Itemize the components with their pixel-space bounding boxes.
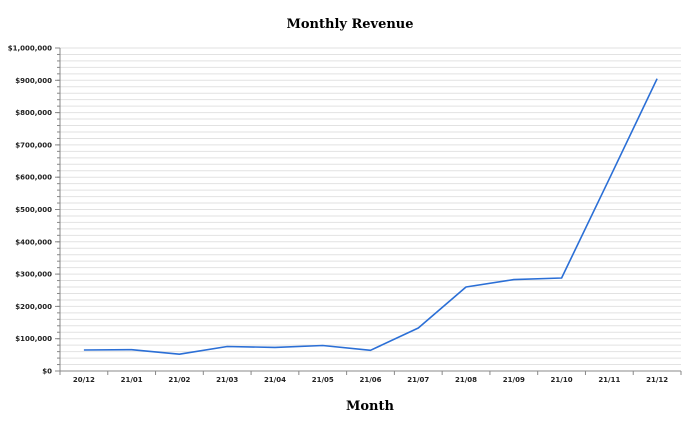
chart-title: Monthly Revenue — [286, 17, 413, 32]
x-tick-label: 20/12 — [73, 376, 95, 384]
grid-lines — [60, 47, 681, 372]
y-tick-label: $500,000 — [15, 206, 52, 214]
x-tick-label: 21/07 — [407, 376, 429, 384]
y-tick-label: $1,000,000 — [8, 45, 52, 53]
y-tick-label: $400,000 — [15, 238, 52, 246]
y-tick-label: $900,000 — [15, 77, 52, 85]
y-axis-ticks: $0 $100,000 $200,000 $300,000 $400,000 $500,0… — [8, 45, 60, 376]
x-tick-label: 21/09 — [503, 376, 525, 384]
y-tick-label: $300,000 — [15, 271, 52, 279]
x-tick-label: 21/06 — [359, 376, 381, 384]
x-tick-label: 21/08 — [455, 376, 477, 384]
y-tick-label: $600,000 — [15, 174, 52, 182]
x-tick-label: 21/11 — [598, 376, 620, 384]
y-tick-label: $800,000 — [15, 109, 52, 117]
x-tick-label: 21/10 — [551, 376, 573, 384]
x-tick-label: 21/02 — [168, 376, 190, 384]
series-lines — [83, 78, 658, 356]
x-tick-label: 21/03 — [216, 376, 238, 384]
x-tick-label: 21/01 — [121, 376, 143, 384]
x-tick-label: 21/12 — [646, 376, 668, 384]
series-line — [83, 78, 658, 356]
y-tick-label: $700,000 — [15, 141, 52, 149]
x-tick-label: 21/04 — [264, 376, 286, 384]
x-tick-label: 21/05 — [312, 376, 334, 384]
x-axis-label: Month — [346, 399, 395, 414]
y-tick-label: $0 — [42, 368, 52, 376]
y-tick-label: $200,000 — [15, 303, 52, 311]
x-axis-ticks: 20/12 21/01 21/02 21/03 21/04 21/05 21/06 21/07… — [59, 371, 682, 384]
y-tick-label: $100,000 — [15, 335, 52, 343]
